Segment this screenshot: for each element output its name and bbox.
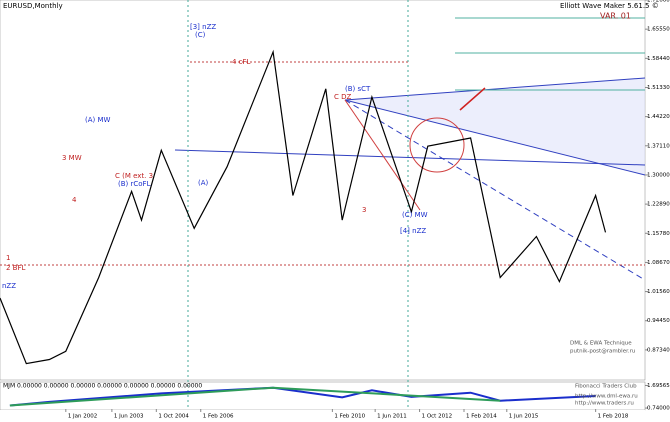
wave-label: (B) sCT: [345, 85, 371, 93]
footer-text: putnik-post@rambler.ru: [570, 349, 635, 355]
y-tick-label: 1.30000: [647, 172, 670, 178]
wave-label: [4] nZZ: [400, 227, 426, 235]
wave-label: (C) MW: [402, 211, 428, 219]
x-tick-label: 1 Jun 2011: [377, 414, 407, 420]
footer-text: DML & EWA Technique: [570, 341, 632, 347]
y-tick-label: 0.87340: [647, 347, 670, 353]
x-tick-label: 1 Jun 2015: [509, 414, 539, 420]
x-tick-label: 1 Oct 2012: [422, 414, 453, 420]
subtitle: Elliott Wave Maker 5.61.5 ©: [560, 2, 659, 10]
y-tick-label: 1.37110: [647, 143, 670, 149]
channel: [345, 78, 645, 175]
y-tick-label: 1.51330: [647, 85, 670, 91]
y-tick-label: 1.08670: [647, 260, 670, 266]
wave-label: (A) MW: [85, 116, 111, 124]
chart-title: EURUSD,Monthly: [3, 2, 63, 10]
y-tick-label: 1.69565: [647, 383, 670, 389]
variant: VAR. 01: [600, 12, 631, 21]
wave-label: (B) rCoFL: [118, 180, 151, 188]
x-tick-label: 1 Feb 2010: [334, 414, 365, 420]
y-tick-label: 1.72660: [647, 0, 670, 4]
wave-label: 4: [72, 196, 77, 204]
wave-label: 3: [362, 206, 366, 214]
arrow: [459, 87, 486, 111]
x-tick-label: 1 Jun 2003: [114, 414, 144, 420]
x-tick-label: 1 Feb 2014: [466, 414, 497, 420]
y-tick-label: 1.15780: [647, 231, 670, 237]
footer-text: Fibonacci Traders Club: [575, 384, 637, 390]
wave-label: 2 BFL: [6, 264, 26, 272]
wave-label: C DZ: [334, 93, 352, 101]
x-tick-label: 1 Feb 2006: [203, 414, 234, 420]
wave-label: C (M ext. 3: [115, 172, 153, 180]
series-line: [9, 386, 501, 407]
y-tick-label: 1.01560: [647, 289, 670, 295]
highlight-circle: [409, 117, 465, 173]
y-tick-label: 1.22890: [647, 202, 670, 208]
wave-label: (A): [198, 179, 209, 187]
x-tick-label: 1 Oct 2004: [158, 414, 189, 420]
wave-label: 1: [6, 254, 10, 262]
series-line: [9, 386, 596, 407]
trend-line: [174, 149, 646, 166]
y-tick-label: 0.94450: [647, 318, 670, 324]
y-tick-label: 1.58440: [647, 56, 670, 62]
wave-label: [3] nZZ: [190, 23, 216, 31]
channel-line: [344, 77, 646, 101]
indicator-panel: [0, 381, 646, 411]
channel-line: [344, 99, 646, 281]
x-tick-label: 1 Jan 2002: [68, 414, 97, 420]
wave-label: 4 cFL: [232, 58, 251, 66]
series-line: [0, 49, 607, 365]
footer-text: http://www.traders.ru: [575, 401, 634, 407]
date-bar: [0, 410, 645, 422]
wave-label: (C): [195, 31, 206, 39]
indicator-title: MJM 0.00000 0.00000 0.00000 0.00000 0.00…: [3, 383, 202, 390]
wave-label: nZZ: [2, 282, 16, 290]
main-panel: [0, 0, 646, 381]
channel-line: [344, 99, 646, 176]
footer-text: http://www.dml-ewa.ru: [575, 394, 638, 400]
wave-label: 3 MW: [62, 154, 82, 162]
y-tick-label: 0.74000: [647, 406, 670, 412]
y-tick-label: 1.65550: [647, 27, 670, 33]
x-tick-label: 1 Feb 2018: [598, 414, 629, 420]
y-tick-label: 1.44220: [647, 114, 670, 120]
